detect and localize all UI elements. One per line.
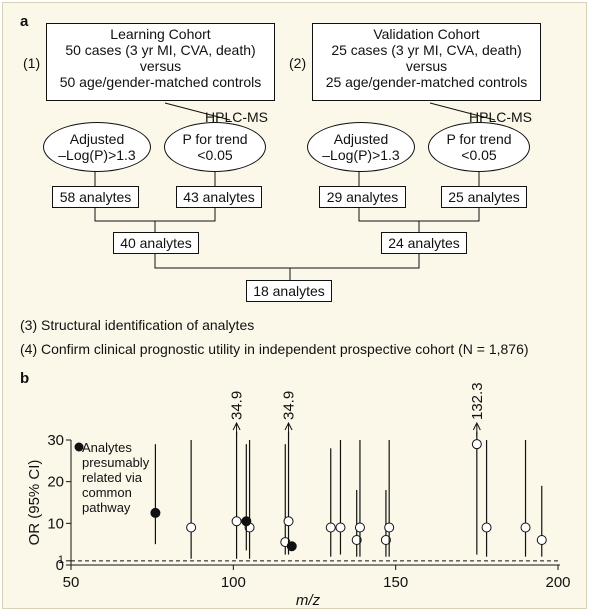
y-tick-label: 20	[47, 474, 64, 491]
analyte-point	[351, 535, 362, 545]
y-tick-label: 0	[56, 557, 64, 574]
overflow-label: 34.9	[281, 391, 298, 420]
validation-line-2: 25 cases (3 yr MI, CVA, death)	[331, 42, 522, 58]
analyte-point	[231, 516, 242, 527]
pathway-analyte-point	[241, 516, 252, 527]
criterion-line-1: P for trend	[182, 131, 248, 147]
criterion-line-1: P for trend	[446, 131, 512, 147]
legend-label: Analytes presumably related via common p…	[82, 440, 150, 515]
analyte-point	[536, 535, 547, 545]
learning-adjusted-count: 58 analytes	[52, 186, 139, 208]
x-tick-label: 150	[383, 574, 408, 591]
analyte-point	[283, 516, 294, 527]
validation-to-method-line	[429, 102, 496, 121]
final-count: 18 analytes	[246, 280, 332, 302]
validation-trend-criterion: P for trend <0.05	[428, 122, 530, 172]
learning-to-method-line	[164, 102, 231, 121]
y-tick-label: 1	[58, 554, 64, 566]
validation-cohort-box: Validation Cohort 25 cases (3 yr MI, CVA…	[312, 23, 541, 101]
final-merge-connector	[154, 254, 420, 280]
criterion-line-2: –Log(P)>1.3	[322, 147, 400, 163]
y-tick-label: 10	[47, 515, 64, 532]
panel-label-a: a	[20, 13, 29, 30]
learning-line-4: 50 age/gender-matched controls	[59, 74, 262, 90]
validation-line-4: 25 age/gender-matched controls	[325, 74, 528, 90]
flowchart-connectors	[94, 102, 496, 280]
overflow-label: 34.9	[229, 391, 246, 420]
analyte-point	[354, 522, 365, 533]
criterion-line-1: Adjusted	[333, 131, 389, 147]
x-tick-label: 100	[221, 574, 246, 591]
learning-index: (1)	[23, 55, 41, 71]
learning-line-3: versus	[139, 58, 182, 74]
learning-line-2: 50 cases (3 yr MI, CVA, death)	[65, 42, 256, 58]
criterion-line-2: <0.05	[461, 147, 497, 163]
overflow-arrow-head	[232, 421, 241, 431]
learning-line-1: Learning Cohort	[110, 26, 211, 42]
y-axis-label: OR (95% CI)	[26, 460, 43, 546]
validation-index: (2)	[289, 55, 307, 71]
overflow-arrow-head	[284, 421, 293, 431]
odds-ratio-chart: 01 10 20 30 50 100 150 200 m/z OR (95% CI) 34.9 34.…	[26, 382, 571, 609]
validation-merge-connector	[358, 208, 480, 232]
legend-marker	[74, 442, 84, 452]
analyte-point	[325, 522, 336, 533]
criterion-line-2: –Log(P)>1.3	[58, 147, 136, 163]
step-4: (4) Confirm clinical prognostic utility …	[20, 341, 529, 357]
learning-trend-criterion: P for trend <0.05	[164, 122, 266, 172]
analyte-point	[335, 522, 346, 533]
learning-combined-count: 40 analytes	[113, 232, 199, 254]
validation-line-3: versus	[405, 58, 448, 74]
overflow-arrow-head	[472, 421, 481, 431]
pathway-analyte-point	[150, 507, 161, 518]
x-tick-label: 200	[545, 574, 570, 591]
analyte-point	[186, 522, 197, 533]
analyte-point	[520, 522, 531, 533]
learning-cohort-box: Learning Cohort 50 cases (3 yr MI, CVA, …	[46, 23, 275, 101]
analyte-point	[481, 522, 492, 533]
criterion-line-2: <0.05	[197, 147, 233, 163]
validation-adjusted-count: 29 analytes	[319, 186, 406, 208]
learning-method-label: HPLC-MS	[205, 109, 269, 125]
validation-combined-count: 24 analytes	[381, 232, 467, 254]
analyte-point	[380, 535, 391, 545]
learning-merge-connector	[94, 208, 216, 232]
overflow-label: 132.3	[469, 382, 486, 420]
validation-trend-count: 25 analytes	[441, 186, 527, 208]
validation-adjusted-criterion: Adjusted –Log(P)>1.3	[307, 122, 415, 172]
learning-adjusted-criterion: Adjusted –Log(P)>1.3	[43, 122, 151, 172]
y-tick-label: 30	[47, 432, 64, 449]
validation-line-1: Validation Cohort	[373, 26, 480, 42]
validation-method-label: HPLC-MS	[469, 109, 533, 125]
analyte-point	[471, 439, 482, 450]
criterion-line-1: Adjusted	[69, 131, 125, 147]
pathway-analyte-point	[286, 541, 297, 552]
panel-label-b: b	[20, 370, 30, 387]
step-3: (3) Structural identification of analyte…	[20, 317, 255, 333]
x-axis-label: m/z	[296, 592, 321, 609]
analyte-point	[384, 522, 395, 533]
x-tick-label: 50	[63, 574, 80, 591]
learning-trend-count: 43 analytes	[176, 186, 262, 208]
